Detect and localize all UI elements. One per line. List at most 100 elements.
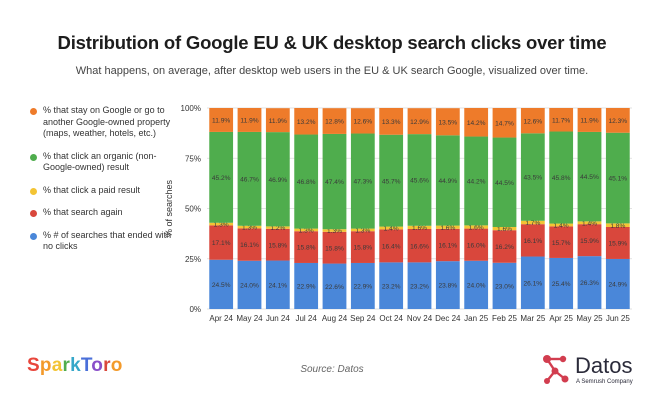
bar-segment: [265, 226, 290, 229]
bar-segment: [407, 108, 432, 135]
data-label: 23.2%: [382, 283, 401, 290]
bar-segment: [520, 220, 545, 225]
data-label: 25.4%: [552, 281, 571, 288]
x-tick-label: Apr 25: [549, 314, 573, 323]
bar-segment: [209, 108, 234, 132]
data-label: 1.3%: [327, 228, 342, 235]
bar-segment: [464, 228, 489, 261]
bar-segment: [577, 224, 602, 257]
data-label: 1.3%: [355, 228, 370, 235]
legend-dot-google: [30, 108, 37, 115]
bar-segment: [350, 228, 375, 232]
bar-segment: [492, 262, 517, 309]
bar-segment: [350, 133, 375, 229]
data-label: 23.0%: [495, 283, 514, 290]
data-label: 1.3%: [299, 228, 314, 235]
data-label: 45.8%: [552, 175, 571, 182]
data-label: 26.3%: [580, 280, 599, 287]
data-label: 22.9%: [353, 284, 372, 291]
data-label: 16.2%: [495, 244, 514, 251]
bar-segment: [492, 137, 517, 227]
data-label: 12.8%: [325, 119, 344, 126]
bar-segment: [520, 224, 545, 257]
sparktoro-logo-letter: p: [39, 355, 52, 376]
y-axis-label: % of searches: [164, 179, 174, 237]
sparktoro-logo-letter: S: [27, 355, 40, 376]
y-tick-label: 50%: [185, 205, 201, 214]
bar-segment: [294, 231, 319, 263]
legend-dot-paid: [30, 187, 37, 195]
legend-label-google: % that stay on Google or go to another G…: [43, 105, 171, 138]
bar-segment: [577, 131, 602, 222]
bar-segment: [605, 226, 630, 259]
bar-segment: [322, 133, 347, 230]
bar-segment: [577, 108, 602, 132]
bar-segment: [379, 262, 404, 309]
data-label: 1.7%: [525, 220, 540, 227]
sparktoro-logo-letter: o: [91, 355, 104, 376]
sparktoro-logo-text: SparkToro: [27, 355, 123, 376]
data-label: 24.9%: [608, 282, 627, 289]
data-label: 1.3%: [214, 222, 229, 229]
data-label: 1.6%: [412, 225, 427, 232]
bar-segment: [407, 229, 432, 263]
legend-item-no-clicks: % # of searches that ended with no click…: [30, 230, 180, 253]
bar-segment: [549, 108, 574, 132]
chart-title: Distribution of Google EU & UK desktop s…: [57, 32, 607, 53]
data-label: 12.6%: [353, 118, 372, 125]
data-label: 13.3%: [382, 119, 401, 126]
data-label: 45.7%: [382, 178, 401, 185]
data-label: 44.2%: [467, 179, 486, 186]
bar-segment: [209, 225, 234, 260]
bar-segment: [237, 131, 262, 226]
y-tick-label: 75%: [185, 154, 201, 163]
sparktoro-logo-letter: r: [103, 355, 111, 376]
data-label: 1.8%: [610, 223, 625, 230]
bar-segment: [549, 131, 574, 224]
bar-segment: [464, 225, 489, 229]
bar-segment: [265, 260, 290, 309]
data-label: 13.5%: [438, 119, 457, 126]
data-label: 11.9%: [240, 118, 258, 125]
bar-segment: [435, 135, 460, 226]
sparktoro-logo: SparkToro: [27, 355, 123, 377]
chart-subtitle: What happens, on average, after desktop …: [75, 65, 589, 77]
x-tick-label: Apr 24: [209, 314, 233, 323]
legend-label-search-again: % that search again: [43, 207, 123, 217]
bar-segment: [435, 108, 460, 136]
data-label: 45.2%: [212, 175, 231, 182]
bar-segment: [520, 133, 545, 221]
data-label: 15.8%: [268, 242, 287, 249]
data-label: 24.0%: [240, 282, 259, 289]
data-label: 22.6%: [325, 284, 344, 291]
data-label: 45.1%: [608, 176, 627, 183]
bar-segment: [407, 134, 432, 226]
bar-segment: [407, 262, 432, 309]
bar-segment: [322, 263, 347, 309]
bar-segment: [237, 228, 262, 261]
source-note: Source: Datos: [300, 364, 364, 375]
data-label: 12.9%: [410, 119, 429, 126]
data-label: 44.5%: [495, 180, 514, 187]
bar-segment: [464, 136, 489, 226]
bar-segment: [464, 260, 489, 309]
data-label: 24.1%: [268, 282, 287, 289]
bar-segment: [605, 223, 630, 227]
data-label: 13.2%: [297, 119, 316, 126]
datos-logo-tagline: A Semrush Company: [576, 379, 633, 385]
bar-segment: [209, 259, 234, 309]
bar-segment: [605, 258, 630, 309]
data-label: 16.1%: [523, 238, 542, 245]
x-tick-label: Jun 25: [606, 314, 631, 323]
bar-segment: [549, 223, 574, 227]
data-label: 15.8%: [325, 245, 344, 252]
data-label: 45.6%: [410, 178, 429, 185]
bar-segment: [379, 134, 404, 227]
bar-segment: [435, 225, 460, 229]
bar-segment: [464, 108, 489, 137]
data-label: 16.1%: [438, 243, 457, 250]
data-label: 12.3%: [608, 118, 627, 125]
bar-segment: [379, 229, 404, 263]
datos-mark-icon: [543, 355, 569, 384]
